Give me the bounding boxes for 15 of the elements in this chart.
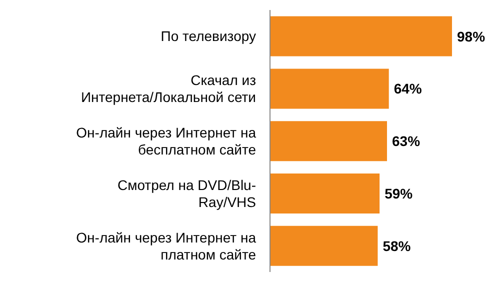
data-label: 98% bbox=[457, 28, 486, 44]
bar bbox=[270, 68, 389, 109]
bar bbox=[270, 226, 378, 266]
y-tick-label: Он-лайн через Интернет на бесплатном сайте bbox=[76, 124, 256, 158]
bar bbox=[270, 121, 387, 162]
y-tick-label: Он-лайн через Интернет на платном сайте bbox=[76, 229, 256, 262]
data-label: 59% bbox=[384, 185, 414, 202]
data-label: 64% bbox=[394, 80, 422, 97]
bar bbox=[270, 16, 452, 56]
y-tick-label: Смотрел на DVD/Blu-Ray/VHS bbox=[117, 176, 256, 210]
data-label: 58% bbox=[382, 238, 412, 254]
y-tick-label: По телевизору bbox=[160, 28, 256, 44]
y-tick-label: Скачал из Интернета/Локальной сети bbox=[80, 72, 256, 106]
data-label: 63% bbox=[392, 133, 421, 150]
bar bbox=[270, 173, 380, 214]
